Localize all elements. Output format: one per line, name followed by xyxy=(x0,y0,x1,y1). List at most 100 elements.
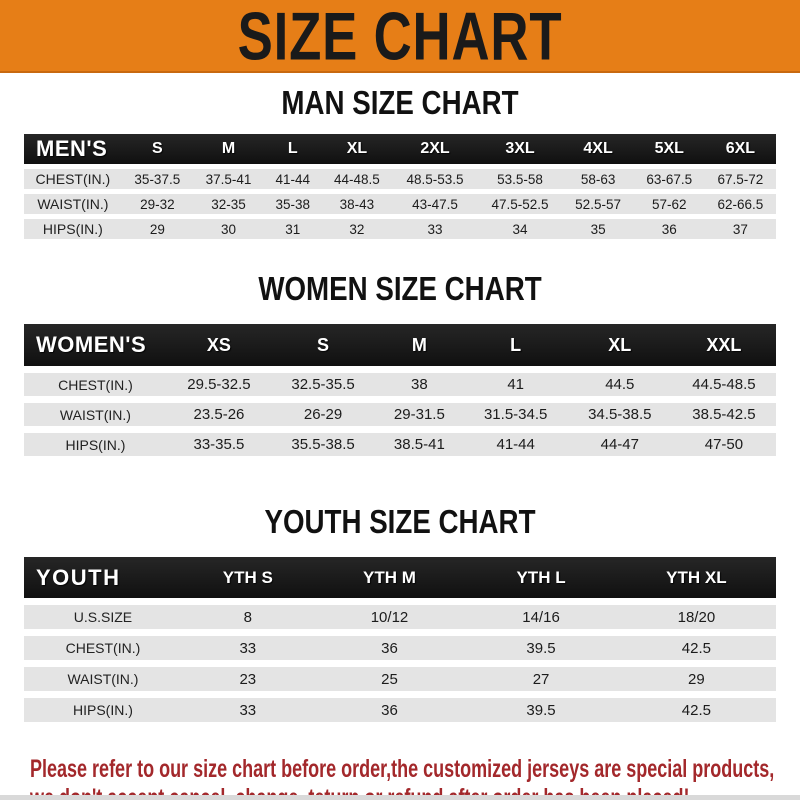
size-column-header: 3XL xyxy=(477,134,563,164)
size-value: 26-29 xyxy=(271,403,376,426)
size-value: 38 xyxy=(375,373,464,396)
size-column-header: XL xyxy=(567,324,672,366)
size-value: 48.5-53.5 xyxy=(392,169,478,189)
size-value: 31.5-34.5 xyxy=(463,403,568,426)
size-column-header: 6XL xyxy=(704,134,776,164)
size-value: 29.5-32.5 xyxy=(166,373,271,396)
size-value: 29 xyxy=(121,219,193,239)
size-column-header: L xyxy=(264,134,322,164)
size-value: 43-47.5 xyxy=(392,194,478,214)
size-value: 36 xyxy=(633,219,705,239)
banner: SIZE CHART xyxy=(0,0,800,73)
table-header-row: MEN'S S M L XL 2XL 3XL 4XL 5XL 6XL xyxy=(24,134,776,164)
size-value: 67.5-72 xyxy=(704,169,776,189)
size-value: 23.5-26 xyxy=(166,403,271,426)
size-value: 35 xyxy=(562,219,634,239)
size-value: 34.5-38.5 xyxy=(567,403,672,426)
row-label: HIPS(IN.) xyxy=(24,698,182,722)
size-column-header: S xyxy=(121,134,193,164)
size-value: 38.5-42.5 xyxy=(671,403,776,426)
size-value: 14/16 xyxy=(465,605,617,629)
table-header-label: YOUTH xyxy=(24,557,182,598)
row-label: WAIST(IN.) xyxy=(24,194,122,214)
size-value: 57-62 xyxy=(633,194,705,214)
size-value: 18/20 xyxy=(616,605,776,629)
size-value: 62-66.5 xyxy=(704,194,776,214)
size-value: 10/12 xyxy=(313,605,466,629)
size-value: 29-31.5 xyxy=(375,403,464,426)
table-row: WAIST(IN.) 23.5-26 26-29 29-31.5 31.5-34.5 34… xyxy=(24,403,776,426)
table-header-label: MEN'S xyxy=(24,134,122,164)
size-column-header: YTH XL xyxy=(616,557,776,598)
size-column-header: M xyxy=(192,134,265,164)
size-value: 42.5 xyxy=(616,636,776,660)
table-header-label: WOMEN'S xyxy=(24,324,167,366)
size-column-header: 4XL xyxy=(562,134,634,164)
size-column-header: 5XL xyxy=(633,134,705,164)
table-row: HIPS(IN.) 33-35.5 35.5-38.5 38.5-41 41-44 44-… xyxy=(24,433,776,456)
size-value: 44-47 xyxy=(567,433,672,456)
size-column-header: YTH S xyxy=(181,557,314,598)
size-value: 44-48.5 xyxy=(321,169,393,189)
size-value: 36 xyxy=(313,698,466,722)
table-header-row: WOMEN'S XS S M L XL XXL xyxy=(24,324,776,366)
size-value: 35-38 xyxy=(264,194,322,214)
size-value: 33-35.5 xyxy=(166,433,271,456)
section-title: WOMEN SIZE CHART xyxy=(258,270,542,307)
size-value: 29-32 xyxy=(121,194,193,214)
size-value: 36 xyxy=(313,636,466,660)
page-title: SIZE CHART xyxy=(237,0,563,74)
size-value: 32-35 xyxy=(192,194,265,214)
size-value: 31 xyxy=(264,219,322,239)
size-chart-sections: MAN SIZE CHART MEN'S S M L XL 2XL 3XL 4XL 5XL 6XL C… xyxy=(0,86,800,729)
table-row: HIPS(IN.) 29 30 31 32 33 34 35 36 37 xyxy=(24,219,776,239)
size-value: 8 xyxy=(181,605,314,629)
size-value: 27 xyxy=(465,667,617,691)
size-value: 44.5 xyxy=(567,373,672,396)
size-value: 53.5-58 xyxy=(477,169,563,189)
size-chart-section-womens: WOMEN SIZE CHART WOMEN'S XS S M L XL XXL CHEST(I… xyxy=(0,272,800,463)
table-row: WAIST(IN.) 23 25 27 29 xyxy=(24,667,776,691)
table-row: U.S.SIZE 8 10/12 14/16 18/20 xyxy=(24,605,776,629)
table-row: CHEST(IN.) 35-37.5 37.5-41 41-44 44-48.5 48.5… xyxy=(24,169,776,189)
size-value: 33 xyxy=(181,636,314,660)
size-value: 32.5-35.5 xyxy=(271,373,376,396)
size-value: 37.5-41 xyxy=(192,169,265,189)
size-value: 29 xyxy=(616,667,776,691)
size-value: 39.5 xyxy=(465,698,617,722)
size-value: 41-44 xyxy=(264,169,322,189)
size-value: 41 xyxy=(463,373,568,396)
notice-line-1: Please refer to our size chart before or… xyxy=(30,755,775,783)
size-column-header: XL xyxy=(321,134,393,164)
size-column-header: S xyxy=(271,324,376,366)
size-table: WOMEN'S XS S M L XL XXL CHEST(IN.) 29.5-32.5 32.5… xyxy=(24,317,776,463)
size-value: 35.5-38.5 xyxy=(271,433,376,456)
size-column-header: M xyxy=(375,324,464,366)
size-value: 37 xyxy=(704,219,776,239)
row-label: CHEST(IN.) xyxy=(24,636,182,660)
size-chart-section-mens: MAN SIZE CHART MEN'S S M L XL 2XL 3XL 4XL 5XL 6XL C… xyxy=(0,86,800,244)
section-title: YOUTH SIZE CHART xyxy=(264,503,536,540)
table-header-row: YOUTH YTH S YTH M YTH L YTH XL xyxy=(24,557,776,598)
size-value: 39.5 xyxy=(465,636,617,660)
size-value: 33 xyxy=(392,219,478,239)
size-value: 47.5-52.5 xyxy=(477,194,563,214)
row-label: HIPS(IN.) xyxy=(24,219,122,239)
size-value: 34 xyxy=(477,219,563,239)
size-value: 23 xyxy=(181,667,314,691)
row-label: U.S.SIZE xyxy=(24,605,182,629)
size-value: 58-63 xyxy=(562,169,634,189)
row-label: WAIST(IN.) xyxy=(24,667,182,691)
row-label: WAIST(IN.) xyxy=(24,403,167,426)
size-table: MEN'S S M L XL 2XL 3XL 4XL 5XL 6XL CHEST(IN.) 35-37… xyxy=(24,129,776,244)
bottom-edge-strip xyxy=(0,795,800,800)
size-value: 32 xyxy=(321,219,393,239)
size-value: 44.5-48.5 xyxy=(671,373,776,396)
size-column-header: YTH L xyxy=(465,557,617,598)
size-value: 42.5 xyxy=(616,698,776,722)
size-value: 25 xyxy=(313,667,466,691)
table-row: HIPS(IN.) 33 36 39.5 42.5 xyxy=(24,698,776,722)
size-value: 47-50 xyxy=(671,433,776,456)
size-column-header: XS xyxy=(166,324,271,366)
size-column-header: L xyxy=(463,324,568,366)
